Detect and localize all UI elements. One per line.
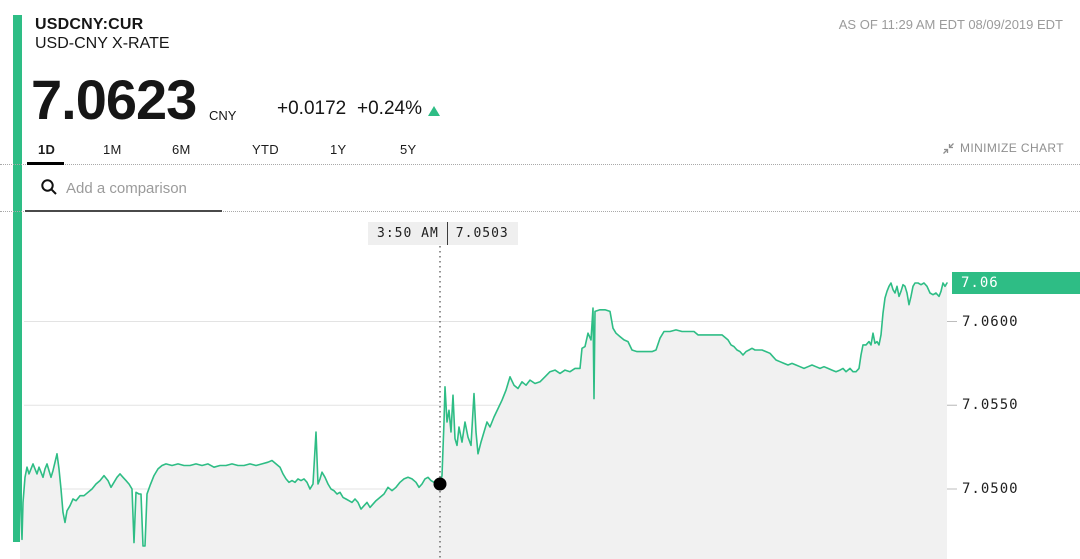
minimize-chart-button[interactable]: MINIMIZE CHART bbox=[942, 141, 1064, 155]
price-line bbox=[19, 282, 948, 547]
comparison-row bbox=[0, 165, 1080, 212]
add-comparison-input[interactable] bbox=[64, 173, 288, 203]
price-change: +0.0172 bbox=[277, 98, 347, 119]
tab-1m[interactable]: 1M bbox=[103, 142, 122, 157]
tab-1y[interactable]: 1Y bbox=[330, 142, 347, 157]
ticker-symbol: USDCNY:CUR bbox=[35, 16, 144, 33]
input-underline bbox=[25, 210, 222, 212]
y-axis-label: 7.0500 bbox=[962, 481, 1019, 497]
collapse-arrows-icon bbox=[942, 142, 954, 154]
tooltip-value: 7.0503 bbox=[455, 226, 509, 241]
chart-plot[interactable] bbox=[0, 212, 1080, 559]
tab-1d[interactable]: 1D bbox=[26, 142, 65, 165]
search-icon bbox=[41, 179, 57, 195]
up-triangle-icon bbox=[428, 106, 440, 116]
as-of-timestamp: AS OF 11:29 AM EDT 08/09/2019 EDT bbox=[838, 17, 1063, 32]
y-axis-label: 7.0550 bbox=[962, 397, 1019, 414]
range-tabs: 1D 1M 6M YTD 1Y 5Y bbox=[0, 138, 1080, 165]
last-price: 7.0623 bbox=[31, 68, 197, 131]
tab-5y[interactable]: 5Y bbox=[400, 142, 417, 157]
price-percent-change: +0.24% bbox=[357, 98, 422, 119]
last-price-badge: 7.06 bbox=[952, 271, 1080, 294]
area-fill bbox=[20, 283, 947, 559]
tab-6m[interactable]: 6M bbox=[172, 142, 191, 157]
crosshair-tooltip: 3:50 AM 7.0503 bbox=[368, 222, 518, 245]
minimize-chart-label: MINIMIZE CHART bbox=[959, 141, 1064, 155]
y-axis-label: 7.0600 bbox=[962, 313, 1019, 330]
tooltip-divider bbox=[446, 222, 448, 245]
crosshair-dot bbox=[433, 477, 447, 491]
tooltip-time: 3:50 AM bbox=[377, 226, 439, 241]
price-chart[interactable]: 7.0600 7.0550 7.0500 7.06 3:50 AM 7.0503 bbox=[0, 212, 1080, 559]
tab-ytd[interactable]: YTD bbox=[252, 142, 279, 157]
price-currency: CNY bbox=[209, 108, 237, 123]
accent-stripe bbox=[13, 15, 22, 542]
security-name: USD-CNY X-RATE bbox=[35, 35, 170, 52]
